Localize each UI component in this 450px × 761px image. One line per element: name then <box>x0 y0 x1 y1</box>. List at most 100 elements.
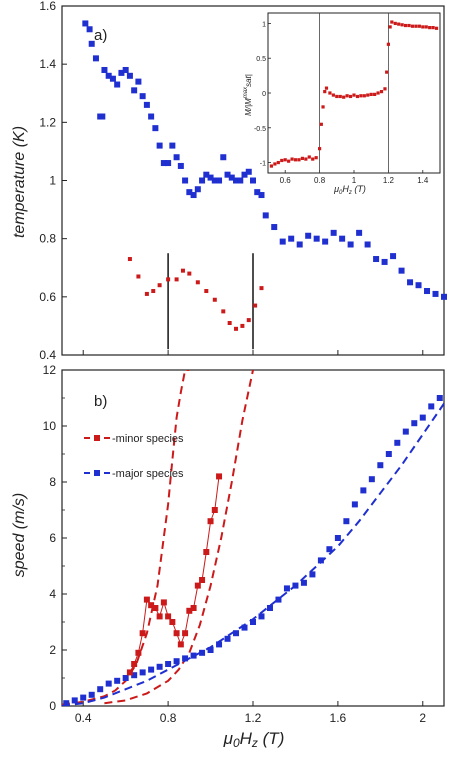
inset-point <box>424 25 428 29</box>
a-major-point <box>356 229 363 236</box>
inset-xtick-label: 1 <box>352 176 357 185</box>
b-major-point <box>394 439 401 446</box>
a-major-point <box>432 290 439 297</box>
b-major-point <box>250 619 256 625</box>
a-major-point <box>296 241 303 248</box>
inset-point <box>369 92 373 96</box>
panel-b-axes: 0.4 0.8 1.2 1.6 2 0 2 4 6 8 10 12 <box>43 363 427 725</box>
inset-ytick-label: 0.5 <box>256 56 266 63</box>
b-fit-minor <box>62 370 190 706</box>
inset-point <box>376 91 380 95</box>
inset-point <box>290 157 294 161</box>
a-major-point <box>99 113 106 120</box>
a-major-point <box>347 241 354 248</box>
a-minor-point <box>240 323 245 328</box>
b-major-point <box>300 579 307 586</box>
panel-a-minor-series <box>127 257 264 331</box>
a-ytick-label: 0.6 <box>39 290 56 304</box>
inset-point <box>366 93 370 97</box>
a-major-point <box>254 189 261 196</box>
inset-point <box>293 158 298 162</box>
legend-label-minor: -minor species <box>112 433 184 445</box>
a-major-point <box>194 186 201 193</box>
b-major-point <box>419 414 426 421</box>
legend-item-minor: -minor species <box>84 433 184 445</box>
b-minor-point <box>199 577 206 583</box>
a-major-point <box>101 66 108 73</box>
panel-b: 0.4 0.8 1.2 1.6 2 0 2 4 6 8 10 12 b) speed (m/s) μ0… <box>11 363 445 750</box>
a-major-point <box>241 171 248 178</box>
b-major-point <box>258 613 265 620</box>
a-major-point <box>279 238 286 245</box>
b-major-point <box>368 476 375 483</box>
a-major-point <box>233 177 240 184</box>
inset-point <box>324 86 329 90</box>
a-ytick-label: 1.2 <box>39 115 56 129</box>
inset-ytick-label: -0.5 <box>254 126 266 133</box>
inset-point <box>400 23 404 27</box>
b-xtick-label: 1.2 <box>245 711 262 725</box>
a-major-point <box>165 160 172 167</box>
b-major-point <box>131 672 138 679</box>
inset-point <box>359 94 363 98</box>
b-major-point <box>275 596 282 603</box>
inset-point <box>321 105 325 109</box>
a-major-point <box>224 171 231 178</box>
a-major-point <box>190 192 197 199</box>
panel-b-ylabel: speed (m/s) <box>11 493 28 577</box>
inset-point <box>393 21 397 26</box>
a-major-point <box>186 189 193 196</box>
b-major-point <box>148 666 155 673</box>
a-major-point <box>152 125 159 132</box>
inset-xtick-label: 0.6 <box>280 176 292 185</box>
a-major-point <box>160 160 167 167</box>
a-major-point <box>330 229 337 236</box>
b-xtick-label: 0.4 <box>75 711 92 725</box>
inset-point <box>397 22 401 26</box>
b-minor-point <box>148 602 155 609</box>
b-minor-point <box>203 549 210 555</box>
a-minor-point <box>157 283 162 288</box>
a-major-point <box>407 279 414 286</box>
b-major-point <box>71 697 78 704</box>
a-minor-point <box>180 268 185 273</box>
b-major-point <box>428 403 435 410</box>
b-major-point <box>309 571 316 578</box>
b-major-point <box>182 655 189 662</box>
a-major-point <box>148 113 155 120</box>
b-minor-point <box>211 507 218 513</box>
b-major-point <box>224 635 231 642</box>
a-major-point <box>424 288 431 295</box>
inset-point <box>362 94 366 98</box>
panel-a-major-series <box>82 20 447 300</box>
b-ytick-label: 10 <box>43 419 57 433</box>
a-minor-point <box>151 289 156 294</box>
a-major-point <box>415 282 422 289</box>
inset-ytick-label: 0 <box>262 91 266 98</box>
a-minor-point <box>259 286 264 291</box>
a-minor-point <box>227 321 232 326</box>
b-xtick-label: 2 <box>419 711 426 725</box>
a-ytick-label: 1.6 <box>39 0 56 13</box>
b-ytick-label: 12 <box>43 363 57 377</box>
inset-point <box>283 158 287 162</box>
b-major-point <box>173 658 180 665</box>
a-minor-point <box>166 277 171 282</box>
panel-a-axes: 0.4 0.6 0.8 1 1.2 1.4 1.6 <box>39 0 424 362</box>
b-ytick-label: 6 <box>49 531 56 545</box>
b-minor-line <box>129 476 220 673</box>
a-major-point <box>250 177 256 184</box>
inset-xtick-label: 1.2 <box>383 176 395 185</box>
a-ytick-label: 1.4 <box>39 57 56 71</box>
a-major-point <box>173 154 180 161</box>
b-major-point <box>283 585 290 592</box>
inset-point <box>273 162 277 166</box>
inset-point <box>417 24 421 28</box>
inset-point <box>428 26 432 30</box>
a-major-point <box>169 142 176 149</box>
a-major-point <box>305 232 312 239</box>
inset-series <box>269 20 439 168</box>
a-major-point <box>177 162 184 169</box>
a-minor-point <box>187 271 192 276</box>
